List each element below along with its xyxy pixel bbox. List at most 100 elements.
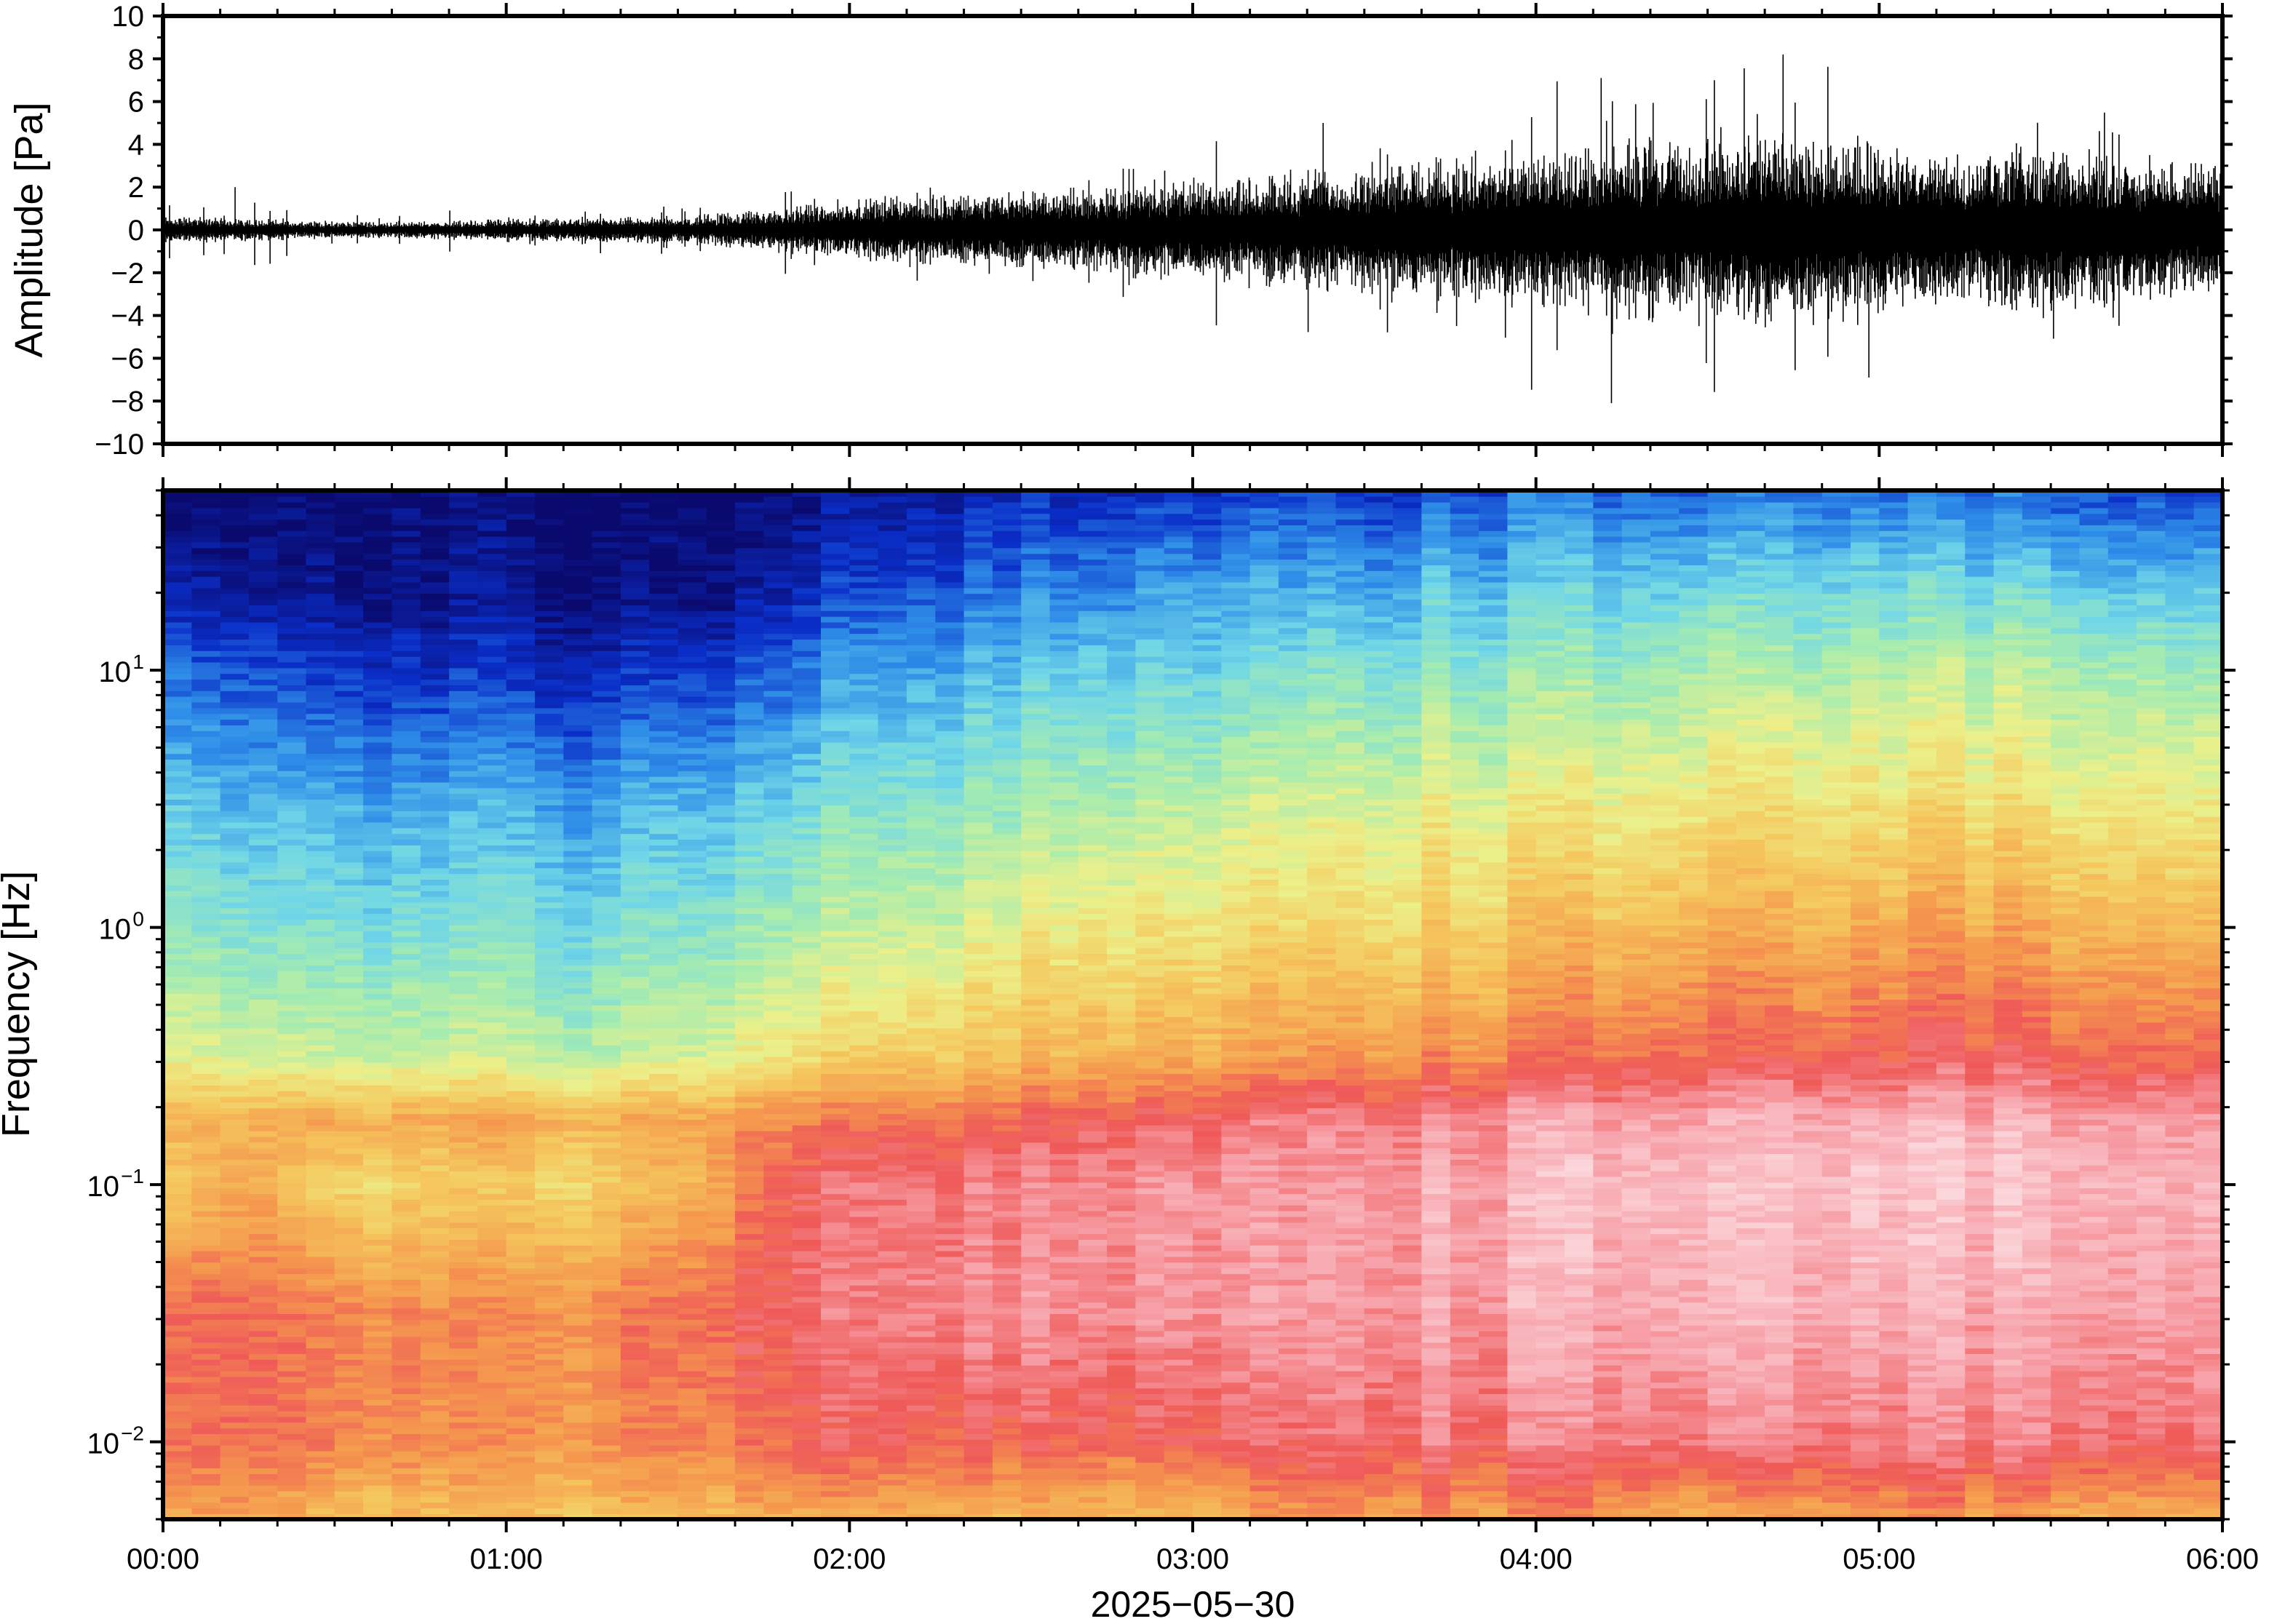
spectrogram-cell xyxy=(449,1382,479,1389)
spectrogram-cell xyxy=(392,1307,421,1314)
spectrogram-cell xyxy=(449,1262,479,1269)
spectrogram-cell xyxy=(821,833,851,840)
spectrogram-cell xyxy=(220,1176,250,1183)
spectrogram-cell xyxy=(449,599,479,605)
spectrogram-cell xyxy=(563,1313,593,1320)
spectrogram-cell xyxy=(392,1484,421,1492)
spectrogram-cell xyxy=(163,565,193,571)
spectrogram-cell xyxy=(535,599,565,605)
spectrogram-cell xyxy=(592,787,621,795)
spectrogram-cell xyxy=(535,925,565,931)
spectrogram-cell xyxy=(649,1496,679,1503)
spectrogram-cell xyxy=(878,633,907,640)
spectrogram-cell xyxy=(506,1187,536,1195)
spectrogram-cell xyxy=(620,833,650,840)
spectrogram-cell xyxy=(248,781,278,789)
spectrogram-cell xyxy=(420,1370,450,1377)
spectrogram-cell xyxy=(735,1502,765,1509)
spectrogram-cell xyxy=(220,970,250,977)
spectrogram-cell xyxy=(506,1010,536,1017)
spectrogram-cell xyxy=(592,1508,621,1514)
spectrogram-cell xyxy=(906,970,936,977)
spectrogram-cell xyxy=(821,1330,851,1337)
spectrogram-cell xyxy=(248,1359,278,1366)
spectrogram-cell xyxy=(763,879,793,885)
spectrogram-cell xyxy=(592,1056,621,1063)
spectrogram-cell xyxy=(677,1027,707,1035)
spectrogram-cell xyxy=(506,930,536,937)
spectrogram-cell xyxy=(535,1359,565,1366)
spectrogram-cell xyxy=(449,1496,479,1503)
spectrogram-cell xyxy=(878,770,907,777)
spectrogram-cell xyxy=(248,1010,278,1017)
spectrogram-cell xyxy=(677,770,707,777)
waveform-frame xyxy=(161,14,2225,446)
spectrogram-cell xyxy=(763,1399,793,1406)
spectrogram-cell xyxy=(821,1130,851,1137)
spectrogram-cell xyxy=(477,1125,507,1131)
spectrogram-cell xyxy=(163,816,193,823)
spectrogram-cell xyxy=(191,1484,221,1492)
spectrogram-cell xyxy=(363,1416,393,1423)
spectrogram-cell xyxy=(878,1136,907,1143)
spectrogram-cell xyxy=(363,690,393,697)
spectrogram-cell xyxy=(420,1307,450,1314)
spectrogram-cell xyxy=(620,621,650,629)
spectrogram-cell xyxy=(906,1222,936,1229)
spectrogram-cell xyxy=(906,942,936,949)
spectrogram-cell xyxy=(392,1119,421,1126)
spectrogram-cell xyxy=(449,845,479,851)
spectrogram-cell xyxy=(735,701,765,709)
spectrogram-cell xyxy=(849,1182,879,1189)
spectrogram-cell xyxy=(878,1016,907,1023)
spectrogram-cell xyxy=(248,1296,278,1303)
spectrogram-cell xyxy=(306,1119,335,1126)
spectrogram-cell xyxy=(677,885,707,891)
spectrogram-cell xyxy=(449,1393,479,1400)
spectrogram-cell xyxy=(477,667,507,674)
spectrogram-cell xyxy=(163,1428,193,1434)
spectrogram-cell xyxy=(334,799,364,805)
spectrogram-cell xyxy=(620,656,650,663)
spectrogram-cell xyxy=(477,913,507,920)
spectrogram-cell xyxy=(792,1462,822,1469)
spectrogram-cell xyxy=(363,536,393,543)
spectrogram-cell xyxy=(477,885,507,891)
spectrogram-cell xyxy=(649,816,679,823)
spectrogram-cell xyxy=(477,536,507,543)
spectrogram-cell xyxy=(849,593,879,600)
spectrogram-cell xyxy=(306,890,335,897)
spectrogram-cell xyxy=(677,536,707,543)
spectrogram-cell xyxy=(849,833,879,840)
spectrogram-cell xyxy=(706,753,736,760)
spectrogram-cell xyxy=(792,639,822,645)
spectrogram-cell xyxy=(849,1273,879,1280)
spectrogram-cell xyxy=(735,1262,765,1269)
spectrogram-cell xyxy=(248,1462,278,1469)
spectrogram-cell xyxy=(191,1010,221,1017)
spectrogram-cell xyxy=(763,919,793,926)
spectrogram-cell xyxy=(649,1016,679,1023)
spectrogram-cell xyxy=(449,1016,479,1023)
spectrogram-cell xyxy=(334,1456,364,1463)
spectrogram-cell xyxy=(563,1062,593,1069)
spectrogram-cell xyxy=(163,725,193,731)
spectrogram-cell xyxy=(535,690,565,697)
spectrogram-cell xyxy=(677,570,707,577)
spectrogram-cell xyxy=(821,1513,851,1519)
spectrogram-cell xyxy=(906,1359,936,1366)
spectrogram-cell xyxy=(792,1102,822,1109)
spectrogram-cell xyxy=(792,987,822,995)
spectrogram-cell xyxy=(191,541,221,549)
spectrogram-cell xyxy=(735,673,765,680)
spectrogram-cell xyxy=(706,667,736,674)
spectrogram-cell xyxy=(506,1067,536,1075)
spectrogram-cell xyxy=(248,530,278,537)
spectrogram-cell xyxy=(735,1439,765,1446)
spectrogram-cell xyxy=(878,1342,907,1349)
spectrogram-cell xyxy=(535,1039,565,1046)
spectrogram-cell xyxy=(306,753,335,760)
spectrogram-cell xyxy=(735,1422,765,1429)
spectrogram-cell xyxy=(277,1382,307,1389)
spectrogram-cell xyxy=(191,1284,221,1291)
